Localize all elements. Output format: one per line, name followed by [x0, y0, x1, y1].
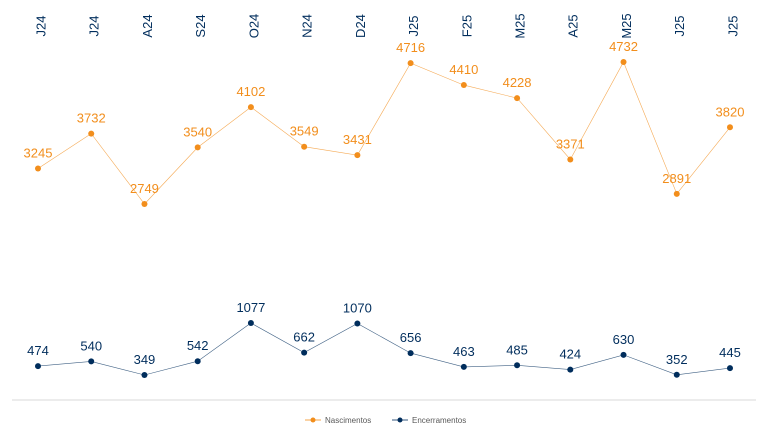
data-point: [407, 350, 414, 357]
data-point: [567, 156, 574, 163]
series-line: [37, 61, 731, 205]
x-tick-label: O24: [246, 14, 261, 39]
data-label: 4102: [236, 84, 265, 99]
data-label: 3820: [716, 104, 745, 119]
data-label: 463: [453, 344, 475, 359]
data-point: [35, 363, 41, 370]
data-label: 542: [187, 338, 209, 353]
data-point: [141, 372, 148, 378]
data-label: 352: [666, 352, 688, 367]
data-label: 3431: [343, 132, 372, 147]
x-tick-label: S24: [193, 14, 208, 37]
data-point: [88, 130, 95, 137]
data-point: [194, 144, 201, 151]
plot-area: 3245 3732 2749 3540 4102 3549 3431 4716 4410 4228…: [24, 39, 745, 378]
data-label: 4410: [449, 62, 478, 77]
x-tick-label: A24: [140, 14, 155, 37]
data-label: 349: [134, 352, 156, 367]
data-point: [194, 358, 201, 365]
data-point: [673, 190, 680, 197]
data-label: 2891: [662, 171, 691, 186]
data-point: [620, 351, 627, 358]
x-tick-label: J25: [725, 16, 740, 37]
data-label: 2749: [130, 181, 159, 196]
legend-label: Nascimentos: [325, 416, 371, 425]
data-point: [726, 365, 733, 372]
data-point: [460, 363, 467, 370]
series-0: 3245 3732 2749 3540 4102 3549 3431 4716 4410 4228…: [24, 39, 745, 207]
data-point: [354, 152, 361, 159]
data-label: 3540: [183, 124, 212, 139]
data-point: [35, 165, 41, 172]
data-label: 1077: [236, 300, 265, 315]
data-point: [514, 362, 521, 369]
legend-item: Encerramentos: [392, 416, 466, 425]
data-label: 4732: [609, 39, 638, 54]
data-point: [301, 143, 308, 150]
x-tick-label: J24: [87, 16, 102, 37]
data-label: 3732: [77, 111, 106, 126]
data-point: [88, 358, 95, 365]
data-point: [354, 320, 361, 327]
data-point: [460, 82, 467, 89]
data-label: 424: [559, 347, 581, 362]
legend-marker: [397, 417, 403, 423]
data-point: [567, 366, 574, 373]
x-tick-label: J25: [672, 16, 687, 37]
data-label: 662: [293, 330, 315, 345]
x-tick-label: D24: [353, 14, 368, 38]
data-label: 485: [506, 342, 528, 357]
data-point: [620, 59, 627, 65]
x-tick-label: A25: [566, 14, 581, 37]
data-point: [141, 201, 148, 207]
data-label: 630: [613, 332, 635, 347]
x-tick-label: F25: [459, 15, 474, 37]
x-tick-label: J25: [406, 16, 421, 37]
legend-item: Nascimentos: [305, 416, 371, 425]
data-label: 3549: [290, 124, 319, 139]
data-point: [247, 104, 254, 111]
data-point: [407, 60, 414, 67]
x-tick-label: M25: [513, 13, 528, 38]
legend: Nascimentos Encerramentos: [305, 416, 466, 425]
series-line: [37, 322, 731, 376]
data-point: [301, 349, 308, 356]
data-point: [726, 124, 733, 131]
data-label: 445: [719, 345, 741, 360]
x-axis-ticks: J24 J24 A24 S24 O24 N24 D24 J25 F25 M25 A25 M25 J25 J…: [33, 13, 740, 38]
data-point: [673, 371, 680, 378]
data-label: 4716: [396, 40, 425, 55]
data-label: 3245: [24, 145, 53, 160]
data-label: 1070: [343, 301, 372, 316]
x-tick-label: M25: [619, 13, 634, 38]
data-point: [247, 320, 254, 326]
series-1: 474 540 349 542 1077 662 1070 656 463 485 424 630 35…: [27, 300, 741, 378]
data-label: 656: [400, 330, 422, 345]
x-tick-label: N24: [300, 14, 315, 38]
data-point: [514, 95, 521, 102]
data-label: 3371: [556, 136, 585, 151]
legend-label: Encerramentos: [412, 416, 466, 425]
x-tick-label: J24: [33, 16, 48, 37]
data-label: 4228: [503, 75, 532, 90]
data-label: 474: [27, 343, 49, 358]
legend-marker: [310, 417, 316, 423]
data-label: 540: [80, 338, 102, 353]
